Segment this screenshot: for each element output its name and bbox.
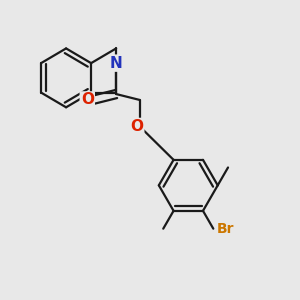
Text: O: O bbox=[130, 119, 143, 134]
Text: Br: Br bbox=[216, 222, 234, 236]
Text: O: O bbox=[81, 92, 94, 107]
Text: N: N bbox=[110, 56, 122, 70]
